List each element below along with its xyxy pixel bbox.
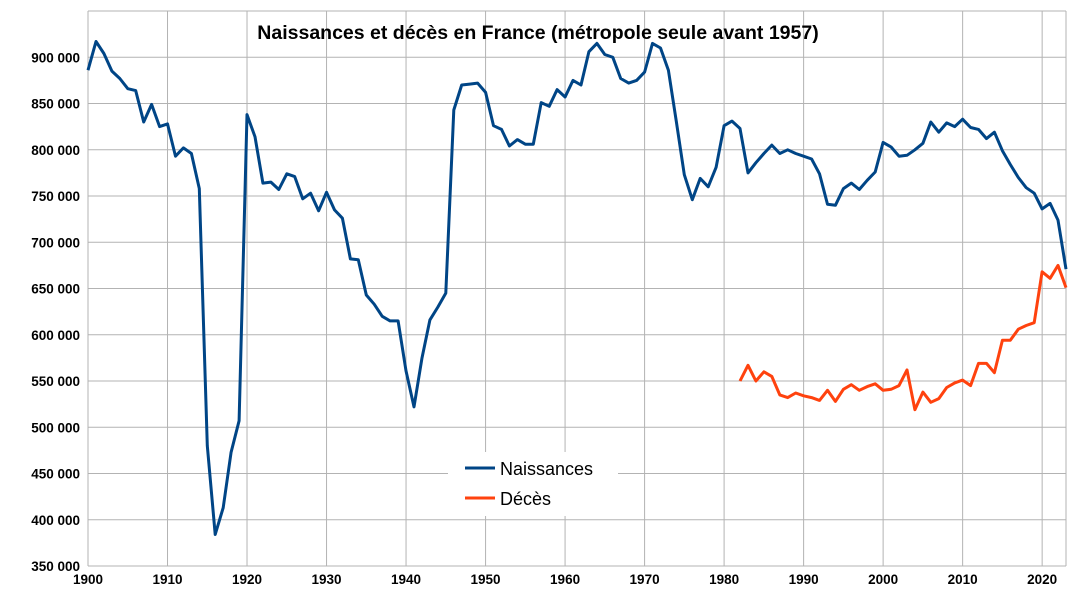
y-tick-label: 850 000	[31, 97, 80, 112]
y-tick-label: 400 000	[31, 513, 80, 528]
chart-title: Naissances et décès en France (métropole…	[257, 22, 818, 44]
x-tick-label: 1960	[550, 572, 580, 587]
y-tick-label: 600 000	[31, 328, 80, 343]
series-deces	[740, 265, 1066, 410]
x-tick-label: 1950	[471, 572, 501, 587]
x-tick-label: 1980	[709, 572, 739, 587]
y-tick-label: 550 000	[31, 374, 80, 389]
y-tick-label: 900 000	[31, 50, 80, 65]
y-tick-label: 650 000	[31, 282, 80, 297]
legend-label-deces: Décès	[500, 489, 551, 509]
x-tick-label: 1900	[73, 572, 103, 587]
x-tick-label: 1970	[630, 572, 660, 587]
x-tick-label: 2000	[868, 572, 898, 587]
legend: Naissances Décès	[448, 452, 618, 516]
x-tick-label: 2020	[1027, 572, 1057, 587]
legend-label-naissances: Naissances	[500, 459, 593, 479]
y-tick-label: 800 000	[31, 143, 80, 158]
series-line	[740, 265, 1066, 409]
x-tick-label: 1940	[391, 572, 421, 587]
y-tick-label: 500 000	[31, 420, 80, 435]
x-tick-label: 1920	[232, 572, 262, 587]
x-tick-label: 1930	[312, 572, 342, 587]
y-tick-label: 750 000	[31, 189, 80, 204]
x-tick-label: 1990	[789, 572, 819, 587]
x-axis-tick-labels: 1900 1910 1920 1930 1940 1950 1960 1970 1980 1990…	[73, 572, 1057, 587]
x-tick-label: 1910	[152, 572, 182, 587]
x-tick-label: 2010	[948, 572, 978, 587]
y-tick-label: 450 000	[31, 467, 80, 482]
y-tick-label: 700 000	[31, 235, 80, 250]
